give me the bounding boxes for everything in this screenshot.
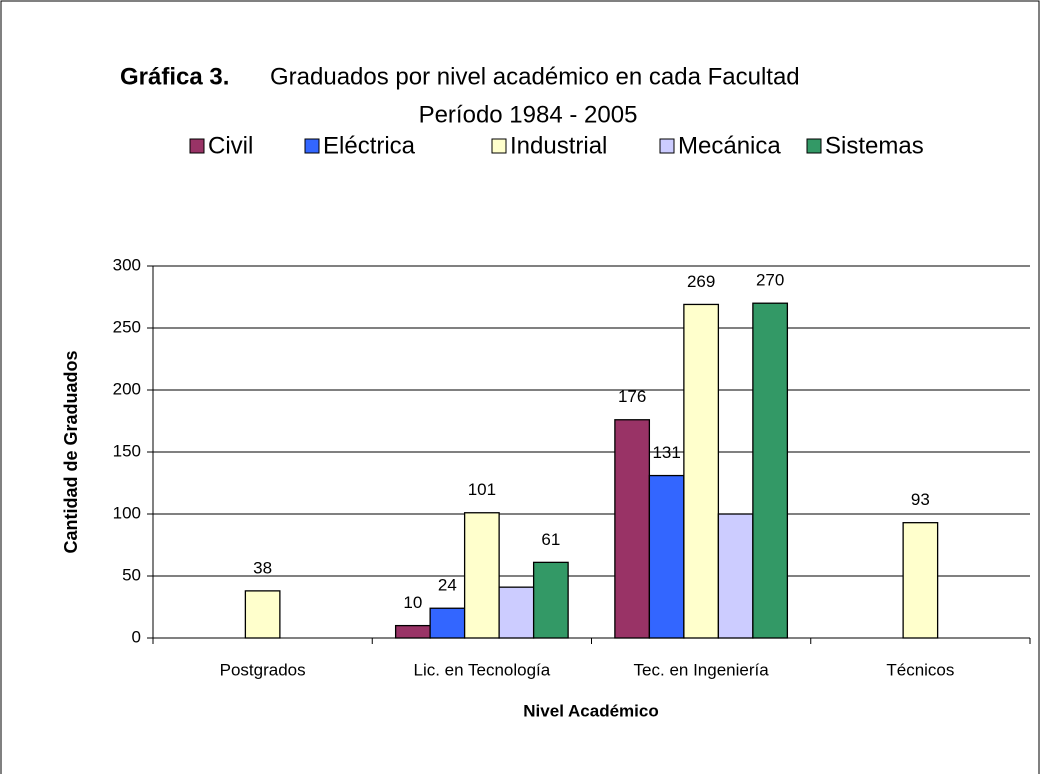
chart-subtitle: Período 1984 - 2005 <box>419 101 638 128</box>
legend-swatch <box>491 138 507 154</box>
x-axis-label: Nivel Académico <box>523 701 658 720</box>
legend-label: Industrial <box>510 132 607 159</box>
bar <box>498 586 535 639</box>
bar <box>429 607 466 639</box>
bar <box>244 590 281 639</box>
bar <box>532 561 569 639</box>
bar <box>463 512 500 639</box>
y-tick-label: 150 <box>113 441 141 460</box>
bar <box>648 474 685 639</box>
data-label: 270 <box>756 271 784 290</box>
y-axis-label: Cantidad de Graduados <box>61 350 81 553</box>
bar <box>394 624 431 639</box>
x-tick-label: Técnicos <box>886 660 954 679</box>
bar <box>902 522 939 639</box>
y-tick-label: 100 <box>113 503 141 522</box>
x-tick-label: Lic. en Tecnología <box>414 660 551 679</box>
y-tick-label: 200 <box>113 379 141 398</box>
data-label: 61 <box>541 530 560 549</box>
legend-label: Mecánica <box>678 132 781 159</box>
legend-label: Sistemas <box>825 132 924 159</box>
data-label: 24 <box>438 576 457 595</box>
x-tick-label: Tec. en Ingeniería <box>634 660 770 679</box>
y-tick-label: 250 <box>113 317 141 336</box>
data-label: 131 <box>652 443 680 462</box>
data-label: 176 <box>618 387 646 406</box>
y-tick-label: 50 <box>122 565 141 584</box>
x-tick-label: Postgrados <box>220 660 306 679</box>
legend-swatch <box>806 138 822 154</box>
legend-swatch <box>189 138 205 154</box>
legend-swatch <box>304 138 320 154</box>
data-label: 101 <box>468 480 496 499</box>
chart-title: Graduados por nivel académico en cada Fa… <box>270 63 800 90</box>
data-label: 10 <box>403 593 422 612</box>
data-label: 269 <box>687 272 715 291</box>
data-label: 93 <box>911 490 930 509</box>
bar <box>614 419 651 639</box>
bar <box>683 303 720 639</box>
bar <box>717 513 754 639</box>
chart-title-label: Gráfica 3. <box>120 63 229 90</box>
legend-label: Eléctrica <box>323 132 416 159</box>
data-label: 38 <box>253 558 272 577</box>
legend-swatch <box>659 138 675 154</box>
bar <box>752 302 789 639</box>
legend-label: Civil <box>208 132 253 159</box>
y-tick-label: 0 <box>132 627 141 646</box>
y-tick-label: 300 <box>113 255 141 274</box>
